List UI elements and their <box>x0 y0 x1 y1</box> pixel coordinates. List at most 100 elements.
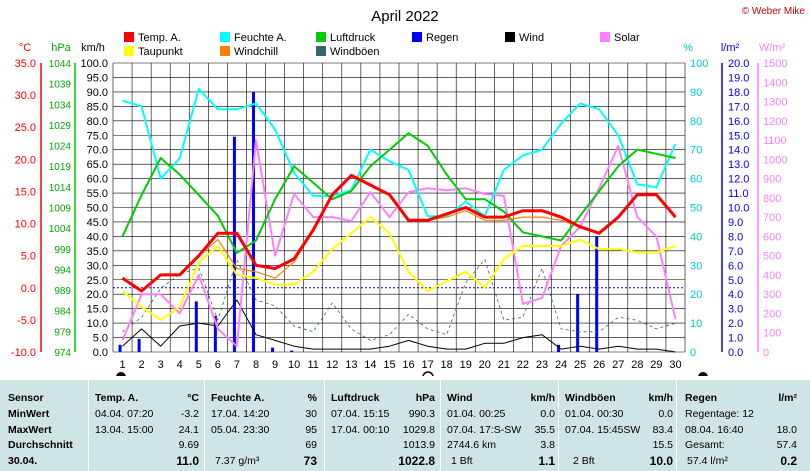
stats-temp-avg: 9.69 <box>178 439 199 451</box>
x-tick-label: 29 <box>650 359 662 371</box>
stats-humidity-current: 73 <box>303 454 317 468</box>
solar-tick-label: 600 <box>763 231 781 243</box>
solar-tick-label: 400 <box>763 270 781 282</box>
solar-tick-label: 1500 <box>763 58 787 70</box>
temp-tick-label: -5.0 <box>17 315 36 327</box>
stats-row-avg: Durchschnitt <box>8 439 73 451</box>
rain-bar <box>290 350 294 352</box>
rain-tick-label: 6.0 <box>728 260 743 272</box>
pressure-tick-label: 994 <box>54 265 71 276</box>
temp-tick-label: 20.0 <box>15 154 36 166</box>
stats-wind-max-time: 07.04. 17:S-SW <box>447 424 522 436</box>
stats-pressure-min: 990.3 <box>408 408 435 420</box>
rain-tick-label: 7.0 <box>728 246 743 258</box>
legend-swatch-regen <box>412 32 422 42</box>
solar-tick-label: 1000 <box>763 154 787 166</box>
x-tick-label: 24 <box>555 359 567 371</box>
stats-gust-min: 0.0 <box>658 408 673 420</box>
weather-chart: April 2022 © Weber Mike Temp. A. Feuchte … <box>11 6 805 376</box>
wind-tick-label: 85.0 <box>87 101 108 113</box>
stats-gust-current: 10.0 <box>649 454 673 468</box>
stats-wind-current: 1.1 <box>538 454 555 468</box>
moon-phase-icons <box>116 371 708 376</box>
stats-humidity-min: 30 <box>305 408 317 420</box>
humidity-tick-label: 70 <box>690 145 702 157</box>
pressure-tick-label: 989 <box>54 286 71 297</box>
x-tick-label: 1 <box>119 359 125 371</box>
stats-temp-min-time: 04.04. 07:20 <box>95 408 154 420</box>
rain-bar <box>137 338 141 352</box>
x-tick-label: 18 <box>441 359 453 371</box>
stats-header-rain: Regen <box>685 392 718 404</box>
humidity-unit-label: % <box>683 42 693 54</box>
legend-swatch-luftdruck <box>316 32 326 42</box>
stats-pressure-avg: 1013.9 <box>402 439 435 451</box>
solar-tick-label: 900 <box>763 174 781 186</box>
stats-wind-min-time: 01.04. 00:25 <box>447 408 506 420</box>
rain-bar <box>232 136 236 352</box>
stats-temp-current: 11.0 <box>176 454 199 468</box>
wind-tick-label: 60.0 <box>87 174 108 186</box>
rain-tick-label: 13.0 <box>728 159 749 171</box>
x-tick-label: 3 <box>158 359 164 371</box>
stats-temp-min: -3.2 <box>180 408 199 420</box>
rain-tick-label: 1.0 <box>728 333 743 345</box>
rain-bar <box>194 301 198 352</box>
solar-tick-label: 1300 <box>763 97 787 109</box>
solar-tick-label: 800 <box>763 193 781 205</box>
rain-tick-label: 8.0 <box>728 231 743 243</box>
stats-column-wind: Wind km/h 01.04. 00:25 0.0 07.04. 17:S-S… <box>440 380 559 471</box>
stats-rain-max: 18.0 <box>776 424 797 436</box>
pressure-tick-label: 984 <box>54 307 71 318</box>
solar-tick-label: 200 <box>763 308 781 320</box>
x-tick-label: 6 <box>215 359 221 371</box>
wind-tick-label: 30.0 <box>87 260 108 272</box>
axes: 35.0 30.0 25.0 20.0 15.0 10.0 5.0 0.0 -5.0 -10.0 1… <box>11 58 788 359</box>
rain-tick-label: 9.0 <box>728 217 743 229</box>
x-tick-label: 21 <box>498 359 510 371</box>
humidity-tick-label: 30 <box>690 260 702 272</box>
stats-column-sensor: Sensor MinWert MaxWert Durchschnitt 30.0… <box>0 380 88 471</box>
wind-tick-label: 50.0 <box>87 203 108 215</box>
wind-tick-label: 95.0 <box>87 72 108 84</box>
humidity-tick-label: 20 <box>690 289 702 301</box>
legend-swatch-temp-a <box>124 32 134 42</box>
x-tick-label: 11 <box>307 359 318 371</box>
x-tick-label: 8 <box>253 359 259 371</box>
stats-pressure-current: 1022.8 <box>398 454 435 468</box>
rain-tick-label: 2.0 <box>728 318 743 330</box>
x-tick-label: 22 <box>517 359 529 371</box>
legend-label-taupunkt: Taupunkt <box>138 46 183 58</box>
stats-header-pressure: Luftdruck <box>331 392 380 404</box>
rain-tick-label: 12.0 <box>728 174 749 186</box>
rain-tick-label: 16.0 <box>728 116 749 128</box>
rain-bar <box>557 344 561 352</box>
solar-tick-label: 700 <box>763 212 781 224</box>
stats-unit-temp: °C <box>187 392 199 404</box>
wind-unit-label: km/h <box>81 42 105 54</box>
wind-tick-label: 65.0 <box>87 159 108 171</box>
wind-tick-label: 5.0 <box>93 333 108 345</box>
rain-tick-label: 18.0 <box>728 87 749 99</box>
rain-bar <box>576 294 580 352</box>
wind-tick-label: 70.0 <box>87 145 108 157</box>
x-tick-label: 16 <box>402 359 414 371</box>
legend-label-windchill: Windchill <box>234 46 278 58</box>
x-tick-label: 15 <box>383 359 395 371</box>
humidity-tick-label: 60 <box>690 174 702 186</box>
stats-wind-avg: 3.8 <box>540 439 555 451</box>
stats-row-max: MaxWert <box>8 424 52 436</box>
pressure-tick-label: 999 <box>54 245 71 256</box>
stats-humidity-max-time: 05.04. 23:30 <box>211 424 270 436</box>
x-tick-label: 20 <box>479 359 491 371</box>
stats-pressure-min-time: 07.04. 15:15 <box>331 408 390 420</box>
rain-tick-label: 11.0 <box>728 188 749 200</box>
stats-pressure-max-time: 17.04. 00:10 <box>331 424 390 436</box>
temp-unit-label: °C <box>19 42 31 54</box>
stats-pressure-max: 1029.8 <box>402 424 435 436</box>
rain-bar <box>213 315 217 352</box>
series-lines <box>121 88 677 353</box>
x-tick-label: 26 <box>593 359 605 371</box>
stats-rain-current: 0.2 <box>780 454 797 468</box>
wind-tick-label: 0.0 <box>93 347 108 359</box>
